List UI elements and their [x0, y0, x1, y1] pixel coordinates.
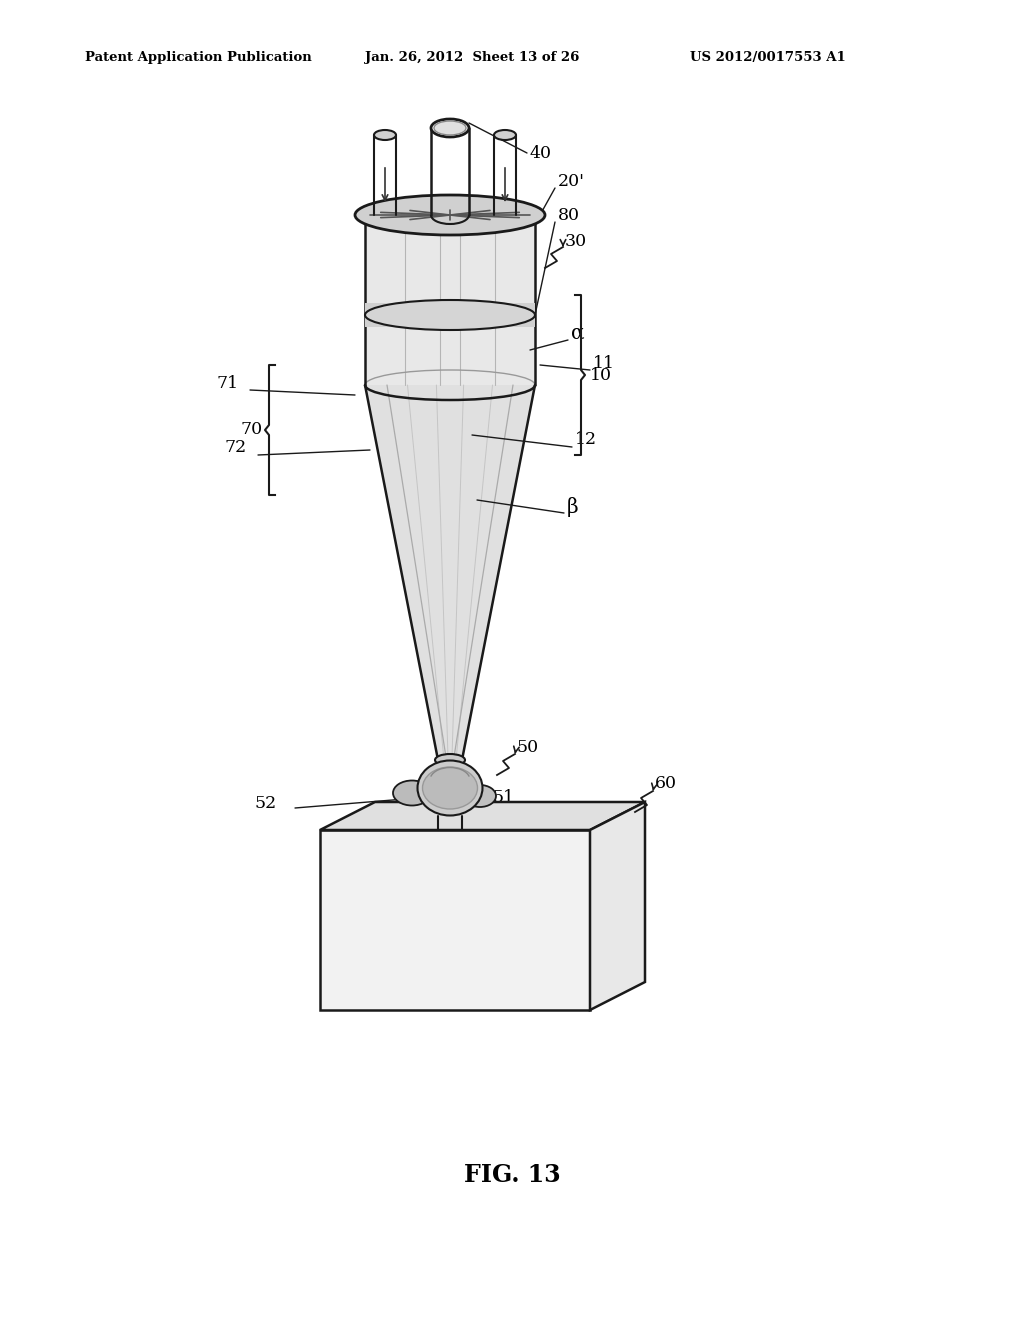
Text: 10: 10 — [590, 367, 612, 384]
Ellipse shape — [434, 121, 466, 135]
Text: US 2012/0017553 A1: US 2012/0017553 A1 — [690, 51, 846, 65]
Polygon shape — [319, 830, 590, 1010]
Text: 52: 52 — [255, 795, 278, 812]
Ellipse shape — [365, 201, 535, 230]
Text: 60: 60 — [655, 776, 677, 792]
Text: 20': 20' — [558, 173, 585, 190]
Polygon shape — [319, 803, 645, 830]
Polygon shape — [365, 385, 535, 760]
Text: 72: 72 — [225, 438, 247, 455]
Text: 50: 50 — [517, 738, 539, 755]
Ellipse shape — [374, 129, 396, 140]
Text: Patent Application Publication: Patent Application Publication — [85, 51, 311, 65]
Text: 80: 80 — [558, 207, 580, 224]
Text: 30: 30 — [565, 232, 587, 249]
Text: 12: 12 — [575, 432, 597, 449]
Ellipse shape — [365, 300, 535, 330]
Polygon shape — [365, 304, 535, 327]
Ellipse shape — [423, 767, 477, 809]
Ellipse shape — [431, 119, 469, 137]
Text: 40: 40 — [530, 144, 552, 161]
Polygon shape — [365, 215, 535, 385]
Text: 11: 11 — [593, 355, 615, 371]
Text: α: α — [571, 323, 585, 342]
Text: FIG. 13: FIG. 13 — [464, 1163, 560, 1187]
Text: 70: 70 — [240, 421, 262, 438]
Ellipse shape — [494, 129, 516, 140]
Ellipse shape — [435, 754, 465, 766]
Ellipse shape — [393, 780, 431, 805]
Ellipse shape — [418, 760, 482, 816]
Ellipse shape — [464, 785, 496, 807]
Ellipse shape — [355, 195, 545, 235]
Polygon shape — [590, 803, 645, 1010]
Text: β: β — [567, 498, 579, 517]
Text: Jan. 26, 2012  Sheet 13 of 26: Jan. 26, 2012 Sheet 13 of 26 — [365, 51, 580, 65]
Text: 51: 51 — [493, 789, 515, 807]
Text: 71: 71 — [217, 375, 240, 392]
